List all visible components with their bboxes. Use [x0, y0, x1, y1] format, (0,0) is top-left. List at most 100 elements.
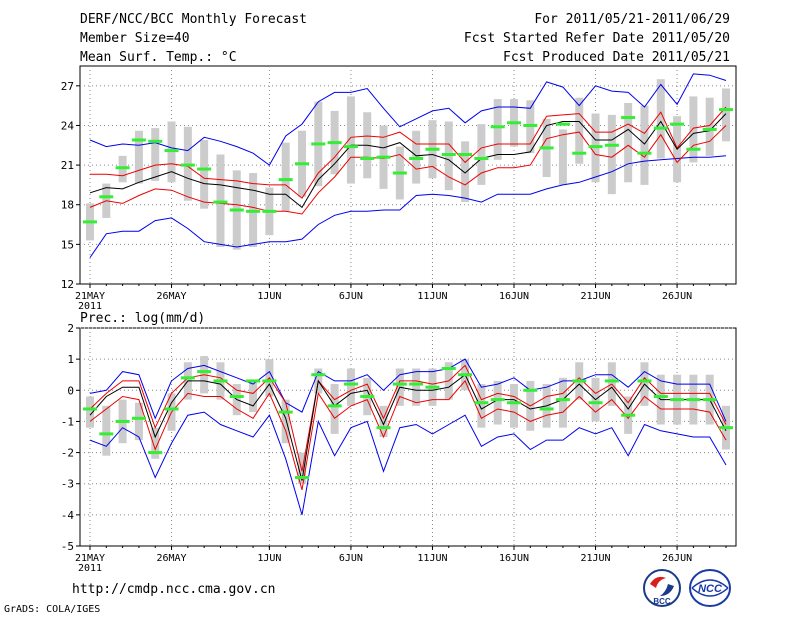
median-marker [213, 379, 228, 383]
median-marker [555, 122, 570, 126]
plot-frame [79, 65, 737, 285]
median-marker [392, 171, 407, 175]
x-tick-label: 26MAY [156, 553, 186, 564]
median-marker [311, 373, 326, 377]
median-marker [180, 163, 195, 167]
median-marker [311, 142, 326, 146]
y-tick-label: -4 [61, 509, 75, 522]
series-line-max [89, 358, 727, 422]
median-marker [115, 166, 130, 170]
median-marker [490, 398, 505, 402]
median-marker [572, 151, 587, 155]
median-marker [458, 153, 473, 157]
median-marker [670, 398, 685, 402]
chart-title: DERF/NCC/BCC Monthly Forecast [80, 12, 307, 27]
median-marker [572, 379, 587, 383]
median-marker [653, 126, 668, 130]
median-marker [246, 379, 261, 383]
median-marker [653, 395, 668, 399]
median-marker [719, 426, 733, 430]
median-marker [343, 382, 358, 386]
source-url[interactable]: http://cmdp.ncc.cma.gov.cn [72, 582, 276, 597]
box-bar [607, 114, 616, 195]
x-tick-label: 11JUN [417, 553, 447, 564]
median-marker [719, 108, 733, 112]
x-tick-label: 16JUN [499, 553, 529, 564]
x-tick-label: 26JUN [662, 553, 692, 564]
median-marker [148, 139, 163, 143]
median-marker [360, 156, 375, 160]
median-marker [262, 209, 277, 213]
series-line-spread_high [90, 106, 727, 199]
box-bar [249, 380, 258, 413]
median-marker [670, 122, 685, 126]
series-line-ensemble_mean [89, 373, 727, 481]
median-marker [604, 143, 619, 147]
forecast-produced-date: Fcst Produced Date 2011/05/21 [503, 50, 730, 65]
box-bar [477, 124, 486, 185]
median-marker [278, 410, 293, 414]
median-marker [327, 141, 342, 145]
median-marker [637, 379, 652, 383]
box-bar [86, 396, 94, 428]
median-marker [686, 147, 701, 151]
box-bar [412, 368, 421, 406]
series-line-spread_high [89, 364, 727, 472]
median-marker [474, 401, 489, 405]
box-bar [298, 452, 306, 484]
median-marker [474, 156, 489, 160]
median-marker [637, 151, 652, 155]
x-tick-label: 26MAY [156, 291, 186, 302]
box-bar [510, 384, 518, 428]
median-marker [83, 407, 97, 411]
median-marker [83, 220, 97, 224]
series-line-spread_low [89, 379, 727, 491]
median-marker [360, 395, 375, 399]
box-bar [722, 88, 730, 142]
median-marker [327, 404, 342, 408]
box-bar [200, 139, 209, 209]
median-marker [131, 138, 146, 142]
median-marker [213, 200, 228, 204]
box-bar [689, 96, 698, 163]
box-bar [493, 380, 502, 425]
box-bar [346, 368, 355, 406]
box-bar [102, 405, 111, 456]
median-marker [409, 382, 424, 386]
median-marker [392, 382, 407, 386]
box-bar [134, 130, 143, 184]
series-line-spread_low [89, 125, 727, 215]
x-tick-label: 6JUN [339, 291, 363, 302]
y-tick-label: 15 [61, 238, 74, 251]
median-marker [376, 155, 391, 159]
median-marker [278, 178, 293, 182]
median-marker [539, 146, 554, 150]
ncc-logo-text: NCC [698, 583, 723, 595]
median-marker [409, 156, 424, 160]
series-line-min [89, 411, 727, 516]
median-marker [507, 121, 521, 125]
x-tick-label: 21JUN [580, 553, 610, 564]
x-tick-label: 6JUN [339, 553, 363, 564]
median-marker [555, 398, 570, 402]
median-marker [131, 416, 146, 420]
box-bar [575, 97, 584, 164]
median-marker [246, 209, 261, 213]
box-bar [461, 141, 470, 203]
y-tick-label: 21 [61, 159, 74, 172]
median-marker [523, 388, 538, 392]
median-marker [229, 395, 244, 399]
median-marker [343, 145, 358, 149]
y-tick-label: 24 [61, 119, 75, 132]
box-bar [640, 105, 649, 185]
box-bar [151, 128, 160, 181]
median-marker [441, 366, 456, 370]
median-marker [539, 407, 554, 411]
panel-title: Prec.: log(mm/d) [80, 311, 205, 326]
median-marker [295, 162, 309, 166]
median-marker [99, 195, 114, 199]
median-marker [441, 153, 456, 157]
bcc-logo: BCC [643, 569, 681, 607]
box-bar [705, 97, 714, 156]
box-bar [134, 402, 143, 441]
